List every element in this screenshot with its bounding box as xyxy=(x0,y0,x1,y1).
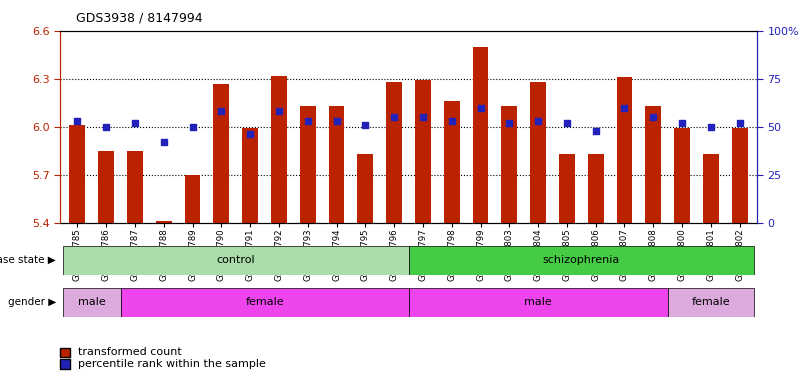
Point xyxy=(647,114,660,120)
Bar xyxy=(63,288,120,317)
Bar xyxy=(120,288,409,317)
Bar xyxy=(328,106,344,223)
Bar xyxy=(444,101,460,223)
Point xyxy=(704,124,717,130)
Bar xyxy=(473,47,489,223)
Bar xyxy=(559,154,575,223)
Point xyxy=(503,120,516,126)
Bar xyxy=(386,82,402,223)
Text: schizophrenia: schizophrenia xyxy=(542,255,620,265)
Point xyxy=(301,118,314,124)
Bar xyxy=(409,246,754,275)
Bar xyxy=(99,151,114,223)
Point xyxy=(474,104,487,111)
Text: GDS3938 / 8147994: GDS3938 / 8147994 xyxy=(76,12,203,25)
Bar xyxy=(409,288,668,317)
Bar xyxy=(530,82,546,223)
Text: female: female xyxy=(691,297,731,308)
Point xyxy=(561,120,574,126)
Point xyxy=(388,114,400,120)
Bar xyxy=(674,128,690,223)
Bar xyxy=(703,154,718,223)
Point xyxy=(733,120,746,126)
Text: gender ▶: gender ▶ xyxy=(8,297,56,308)
Point xyxy=(330,118,343,124)
Point xyxy=(618,104,631,111)
Point xyxy=(128,120,141,126)
Text: male: male xyxy=(78,297,106,308)
Point xyxy=(417,114,429,120)
Point xyxy=(71,118,84,124)
Bar xyxy=(668,288,754,317)
Point xyxy=(272,108,285,114)
Text: disease state ▶: disease state ▶ xyxy=(0,255,56,265)
Bar xyxy=(300,106,316,223)
Point xyxy=(590,127,602,134)
Bar xyxy=(588,154,604,223)
Point xyxy=(532,118,545,124)
Point xyxy=(359,122,372,128)
Bar xyxy=(501,106,517,223)
Bar xyxy=(357,154,373,223)
Bar xyxy=(156,221,171,223)
Bar xyxy=(271,76,287,223)
Text: control: control xyxy=(216,255,255,265)
Bar xyxy=(70,125,85,223)
Point xyxy=(215,108,227,114)
Point xyxy=(445,118,458,124)
Bar xyxy=(242,128,258,223)
Point xyxy=(100,124,113,130)
Bar xyxy=(127,151,143,223)
Bar xyxy=(732,128,747,223)
Point xyxy=(157,139,170,145)
Bar xyxy=(184,175,200,223)
Point xyxy=(244,131,256,137)
Bar xyxy=(213,84,229,223)
Bar xyxy=(415,80,431,223)
Bar xyxy=(63,246,409,275)
Bar xyxy=(617,77,633,223)
Text: transformed count: transformed count xyxy=(78,347,182,358)
Bar xyxy=(646,106,661,223)
Text: percentile rank within the sample: percentile rank within the sample xyxy=(78,359,266,369)
Text: female: female xyxy=(245,297,284,308)
Point xyxy=(186,124,199,130)
Text: male: male xyxy=(524,297,552,308)
Point xyxy=(676,120,689,126)
